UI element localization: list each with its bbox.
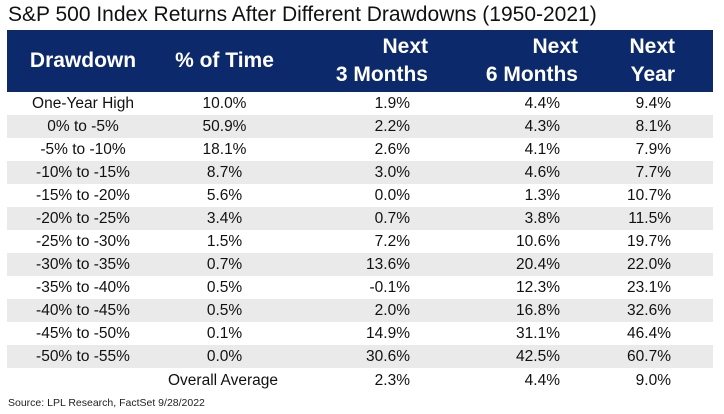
table-row: -50% to -55% 0.0% 30.6% 42.5% 60.7% bbox=[7, 345, 713, 368]
next-6-months-cell: 3.8% bbox=[524, 210, 560, 227]
table-row: 0% to -5% 50.9% 2.2% 4.3% 8.1% bbox=[7, 115, 713, 138]
table-row: -30% to -35% 0.7% 13.6% 20.4% 22.0% bbox=[7, 253, 713, 276]
next-year-cell: 9.4% bbox=[635, 95, 671, 112]
percent-of-time-cell: 0.1% bbox=[206, 325, 243, 342]
next-year-cell: 23.1% bbox=[627, 279, 671, 296]
drawdown-cell: -50% to -55% bbox=[36, 348, 130, 365]
next-6-months-cell: 4.3% bbox=[524, 118, 560, 135]
percent-of-time-cell: 0.5% bbox=[206, 302, 243, 319]
chart-title: S&P 500 Index Returns After Different Dr… bbox=[8, 3, 597, 26]
next-3-months-cell: 13.6% bbox=[366, 256, 410, 273]
next-6-months-cell: 4.4% bbox=[524, 95, 560, 112]
next-year-cell: 22.0% bbox=[627, 256, 671, 273]
table-row: -25% to -30% 1.5% 7.2% 10.6% 19.7% bbox=[7, 230, 713, 253]
percent-of-time-cell: 0.5% bbox=[206, 279, 243, 296]
table-row: -35% to -40% 0.5% -0.1% 12.3% 23.1% bbox=[7, 276, 713, 299]
header-next-6-months: Next 6 Months bbox=[485, 35, 578, 86]
table-row: -15% to -20% 5.6% 0.0% 1.3% 10.7% bbox=[7, 184, 713, 207]
percent-of-time-cell: 1.5% bbox=[206, 233, 243, 250]
drawdown-cell: -30% to -35% bbox=[36, 256, 130, 273]
table-row: -5% to -10% 18.1% 2.6% 4.1% 7.9% bbox=[7, 138, 713, 161]
drawdown-cell: 0% to -5% bbox=[47, 118, 119, 135]
next-year-cell: 8.1% bbox=[635, 118, 671, 135]
header-next-year: Next Year bbox=[629, 35, 675, 86]
header-next-3-months: Next 3 Months bbox=[335, 35, 428, 86]
next-3-months-cell: 3.0% bbox=[374, 164, 410, 181]
percent-of-time-cell: 3.4% bbox=[206, 210, 243, 227]
drawdown-cell: -10% to -15% bbox=[36, 164, 130, 181]
next-year-cell: 10.7% bbox=[627, 187, 671, 204]
percent-of-time-cell: 8.7% bbox=[206, 164, 243, 181]
percent-of-time-cell: 0.7% bbox=[206, 256, 243, 273]
next-6-months-cell: 42.5% bbox=[516, 348, 560, 365]
next-year-cell: 7.7% bbox=[635, 164, 671, 181]
drawdown-cell: -40% to -45% bbox=[36, 302, 130, 319]
next-3-months-cell: 1.9% bbox=[374, 95, 410, 112]
table-row: -20% to -25% 3.4% 0.7% 3.8% 11.5% bbox=[7, 207, 713, 230]
header-percent-of-time: % of Time bbox=[175, 49, 274, 72]
next-6-months-cell: 4.1% bbox=[524, 141, 560, 158]
drawdown-cell: -45% to -50% bbox=[36, 325, 130, 342]
next-3-months-cell: 30.6% bbox=[366, 348, 410, 365]
next-year-cell: 46.4% bbox=[627, 325, 671, 342]
table-row: One-Year High 10.0% 1.9% 4.4% 9.4% bbox=[7, 92, 713, 115]
next-year-cell: 19.7% bbox=[627, 233, 671, 250]
next-year-cell: 60.7% bbox=[627, 348, 671, 365]
percent-of-time-cell: 5.6% bbox=[206, 187, 243, 204]
next-year-cell: 11.5% bbox=[628, 210, 671, 227]
table-row: -45% to -50% 0.1% 14.9% 31.1% 46.4% bbox=[7, 322, 713, 345]
drawdown-cell: -25% to -30% bbox=[36, 233, 130, 250]
average-next-year: 9.0% bbox=[635, 372, 671, 389]
next-3-months-cell: -0.1% bbox=[369, 279, 411, 296]
table-body: One-Year High 10.0% 1.9% 4.4% 9.4% 0% to -5% 5… bbox=[7, 92, 713, 368]
average-next-3-months: 2.3% bbox=[374, 372, 410, 389]
next-year-cell: 7.9% bbox=[635, 141, 671, 158]
next-6-months-cell: 16.8% bbox=[516, 302, 560, 319]
next-6-months-cell: 12.3% bbox=[516, 279, 560, 296]
next-3-months-cell: 14.9% bbox=[366, 325, 410, 342]
returns-table: Drawdown % of Time Next 3 Months Next 6 … bbox=[7, 30, 713, 392]
percent-of-time-cell: 18.1% bbox=[202, 141, 247, 158]
table-header: Drawdown % of Time Next 3 Months Next 6 … bbox=[7, 30, 713, 92]
percent-of-time-cell: 10.0% bbox=[202, 95, 247, 112]
table-row: -40% to -45% 0.5% 2.0% 16.8% 32.6% bbox=[7, 299, 713, 322]
average-next-6-months: 4.4% bbox=[524, 372, 560, 389]
next-3-months-cell: 0.0% bbox=[374, 187, 410, 204]
drawdown-cell: -35% to -40% bbox=[36, 279, 130, 296]
next-3-months-cell: 2.2% bbox=[374, 118, 410, 135]
next-6-months-cell: 10.6% bbox=[516, 233, 560, 250]
table-row: -10% to -15% 8.7% 3.0% 4.6% 7.7% bbox=[7, 161, 713, 184]
next-3-months-cell: 2.0% bbox=[374, 302, 410, 319]
next-6-months-cell: 4.6% bbox=[524, 164, 560, 181]
drawdown-cell: -20% to -25% bbox=[36, 210, 130, 227]
next-3-months-cell: 2.6% bbox=[374, 141, 410, 158]
drawdown-cell: One-Year High bbox=[32, 95, 134, 112]
source-note: Source: LPL Research, FactSet 9/28/2022 bbox=[8, 397, 205, 409]
average-row: Overall Average 2.3% 4.4% 9.0% bbox=[7, 369, 713, 392]
drawdown-cell: -15% to -20% bbox=[36, 187, 130, 204]
header-drawdown: Drawdown bbox=[29, 49, 137, 72]
next-6-months-cell: 1.3% bbox=[524, 187, 560, 204]
average-label: Overall Average bbox=[168, 372, 278, 389]
next-6-months-cell: 20.4% bbox=[516, 256, 560, 273]
next-year-cell: 32.6% bbox=[627, 302, 671, 319]
next-3-months-cell: 0.7% bbox=[374, 210, 410, 227]
percent-of-time-cell: 0.0% bbox=[206, 348, 243, 365]
next-3-months-cell: 7.2% bbox=[374, 233, 410, 250]
next-6-months-cell: 31.1% bbox=[516, 325, 560, 342]
drawdown-cell: -5% to -10% bbox=[40, 141, 126, 158]
percent-of-time-cell: 50.9% bbox=[202, 118, 247, 135]
